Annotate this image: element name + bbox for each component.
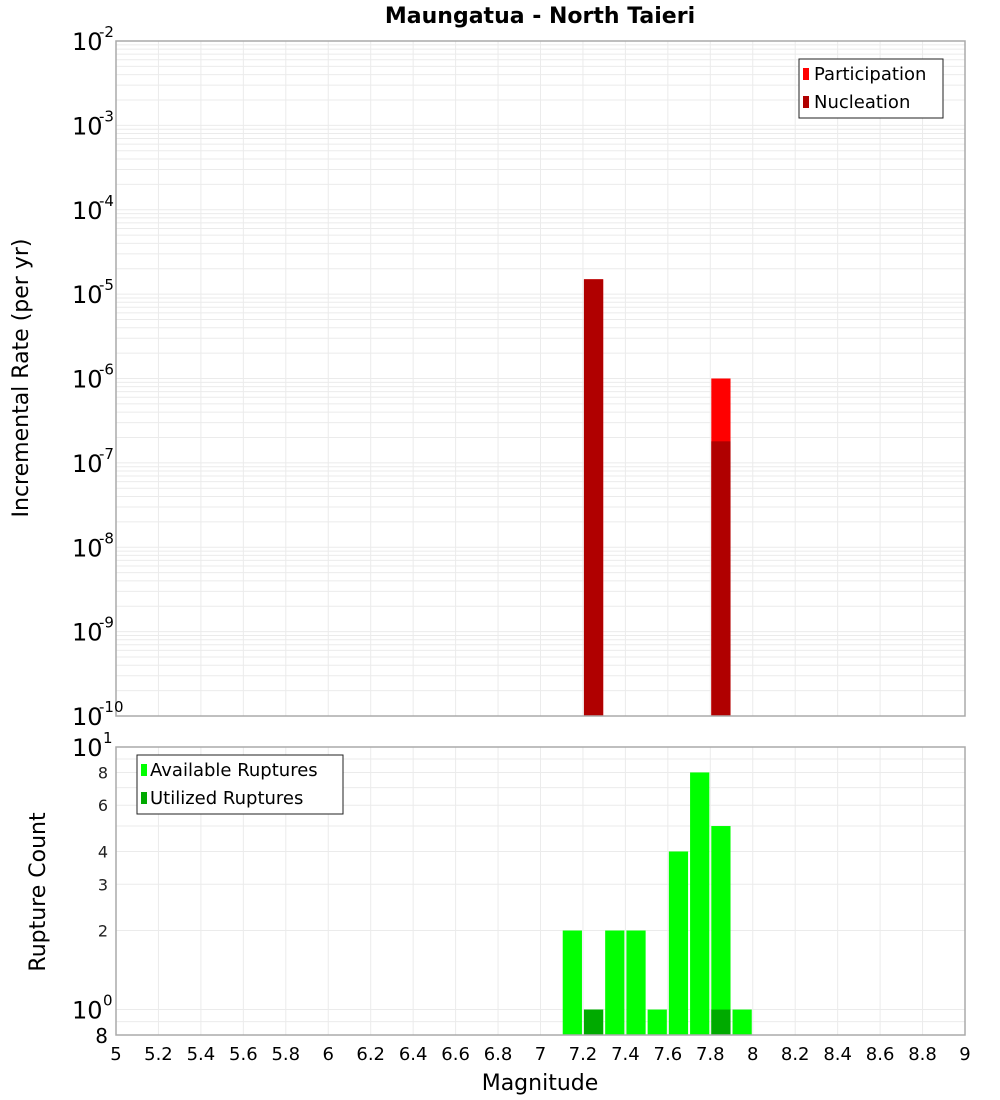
y-tick-label: 3 <box>98 875 108 894</box>
y-tick-label: 8 <box>98 763 108 782</box>
x-tick-label: 6.6 <box>441 1044 470 1065</box>
y-tick-exponent: -6 <box>99 361 114 379</box>
y-tick-exponent: -8 <box>99 529 114 547</box>
available-bar <box>605 930 625 1035</box>
x-tick-label: 8.2 <box>781 1044 810 1065</box>
bottom-legend: Available Ruptures Utilized Ruptures <box>136 754 344 815</box>
y-tick-exponent: -9 <box>99 614 114 632</box>
y-tick-label: 10 <box>72 28 103 56</box>
top-y-axis: 10-210-310-410-510-610-710-810-910-10 <box>72 23 124 731</box>
x-tick-label: 5.2 <box>144 1044 173 1065</box>
available-bar <box>626 930 646 1035</box>
utilized-bar <box>583 1009 604 1035</box>
y-tick-exponent: -4 <box>99 192 114 210</box>
y-tick-label: 8 <box>95 1024 108 1048</box>
x-tick-label: 5.8 <box>271 1044 300 1065</box>
x-axis: 5 5.2 5.4 5.6 5.8 6 6.2 6.4 6.6 6.8 7 7.2 7.4 7.6 7.8 8… <box>110 1044 970 1065</box>
y-tick-exponent: -2 <box>99 23 114 41</box>
x-tick-label: 6.4 <box>399 1044 428 1065</box>
y-tick-label: 10 <box>72 281 103 309</box>
y-tick-exponent: 0 <box>103 992 113 1010</box>
legend-available: Available Ruptures <box>150 760 318 781</box>
utilized-bar <box>711 1009 731 1035</box>
bottom-y-axis-label: Rupture Count <box>26 812 51 972</box>
y-tick-label: 10 <box>72 450 103 478</box>
nucleation-bar <box>583 279 604 716</box>
x-tick-label: 8.4 <box>823 1044 852 1065</box>
top-plot: 10-210-310-410-510-610-710-810-910-10 In… <box>9 23 966 731</box>
available-bar <box>647 1009 667 1035</box>
available-bar <box>732 1009 752 1035</box>
available-bar <box>690 772 710 1035</box>
x-tick-label: 7.6 <box>654 1044 683 1065</box>
top-legend: Participation Nucleation <box>798 58 944 119</box>
y-tick-label: 4 <box>98 842 108 861</box>
top-y-axis-label: Incremental Rate (per yr) <box>9 239 34 518</box>
y-tick-label: 6 <box>98 796 108 815</box>
y-tick-label: 10 <box>72 366 103 394</box>
bottom-bars <box>562 772 752 1035</box>
participation-swatch-icon <box>803 68 809 80</box>
y-tick-label: 10 <box>72 619 103 647</box>
x-tick-label: 8 <box>747 1044 758 1065</box>
y-tick-exponent: -7 <box>99 445 114 463</box>
x-tick-label: 8.8 <box>908 1044 937 1065</box>
available-bar <box>711 826 731 1035</box>
x-tick-label: 5.6 <box>229 1044 258 1065</box>
available-swatch-icon <box>141 764 147 776</box>
legend-utilized: Utilized Ruptures <box>150 788 303 809</box>
x-tick-label: 9 <box>959 1044 970 1065</box>
y-tick-exponent: -3 <box>99 107 114 125</box>
x-tick-label: 7.4 <box>611 1044 640 1065</box>
y-tick-label: 10 <box>72 734 103 762</box>
x-tick-label: 6.2 <box>356 1044 385 1065</box>
x-tick-label: 5.4 <box>187 1044 216 1065</box>
available-bar <box>668 851 689 1035</box>
nucleation-bar <box>711 441 731 716</box>
x-tick-label: 6.8 <box>484 1044 513 1065</box>
available-bar <box>562 930 582 1035</box>
y-tick-label: 10 <box>72 534 103 562</box>
y-tick-label: 10 <box>72 997 103 1025</box>
y-tick-exponent: -10 <box>99 698 124 716</box>
nucleation-swatch-icon <box>803 96 809 108</box>
y-tick-exponent: 1 <box>103 729 113 747</box>
x-tick-label: 6 <box>323 1044 334 1065</box>
y-tick-exponent: -5 <box>99 276 114 294</box>
bottom-grid <box>116 747 966 1035</box>
y-tick-label: 10 <box>72 112 103 140</box>
top-grid <box>116 41 966 717</box>
y-tick-label: 10 <box>72 703 103 731</box>
y-tick-label: 10 <box>72 197 103 225</box>
x-tick-label: 7.8 <box>696 1044 725 1065</box>
x-tick-label: 7 <box>535 1044 546 1065</box>
top-plot-frame <box>115 40 966 717</box>
x-tick-label: 7.2 <box>569 1044 598 1065</box>
x-axis-label: Magnitude <box>482 1071 599 1096</box>
utilized-swatch-icon <box>141 792 147 804</box>
x-tick-label: 5 <box>110 1044 121 1065</box>
y-tick-label: 2 <box>98 922 108 941</box>
top-bars <box>583 279 731 716</box>
x-tick-label: 8.6 <box>866 1044 895 1065</box>
legend-participation: Participation <box>814 64 926 85</box>
legend-nucleation: Nucleation <box>814 92 910 113</box>
bottom-plot-frame <box>115 746 966 1036</box>
chart-title: Maungatua - North Taieri <box>385 4 695 29</box>
